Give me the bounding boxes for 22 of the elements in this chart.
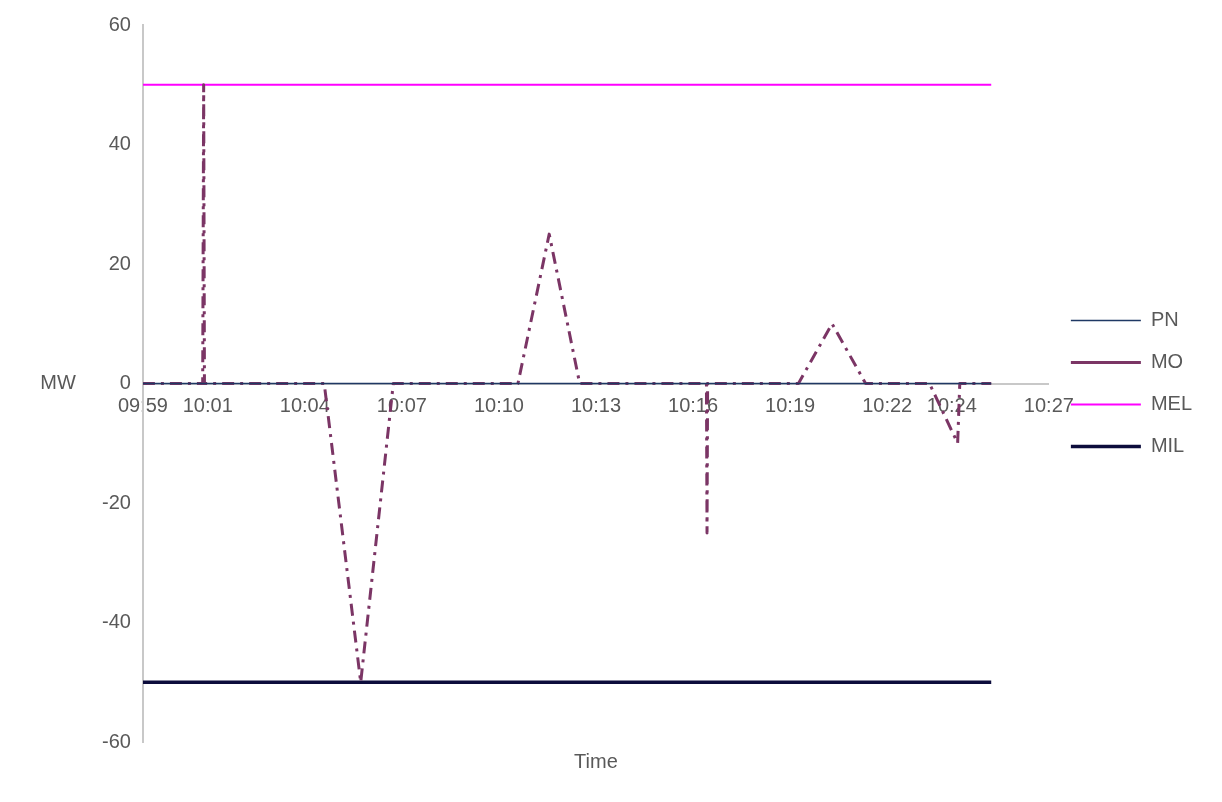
y-tick-label: 40 — [108, 132, 131, 155]
x-tick-label: 09:59 — [117, 394, 168, 417]
y-tick-label: -60 — [102, 729, 131, 752]
legend-label: MIL — [1150, 434, 1185, 457]
x-tick-label: 10:13 — [570, 394, 622, 417]
y-tick-label: 60 — [108, 12, 131, 35]
x-tick-label: 10:04 — [279, 394, 330, 417]
x-tick-label: 10:10 — [473, 394, 524, 417]
y-tick-label: 20 — [108, 251, 131, 274]
x-tick-label: 10:01 — [182, 394, 233, 417]
legend-label: MEL — [1150, 392, 1192, 415]
y-tick-label: -40 — [102, 610, 131, 633]
y-tick-label: 0 — [119, 371, 131, 394]
x-tick-label: 10:22 — [862, 394, 913, 417]
legend-label: PN — [1150, 308, 1179, 331]
y-axis-title: MW — [40, 371, 76, 394]
x-tick-label: 10:27 — [1023, 394, 1074, 417]
legend-label: MO — [1150, 350, 1184, 373]
y-tick-label: -20 — [102, 490, 131, 513]
x-tick-label: 10:19 — [765, 394, 816, 417]
x-axis-title: Time — [574, 749, 618, 772]
x-tick-label: 10:16 — [668, 394, 719, 417]
